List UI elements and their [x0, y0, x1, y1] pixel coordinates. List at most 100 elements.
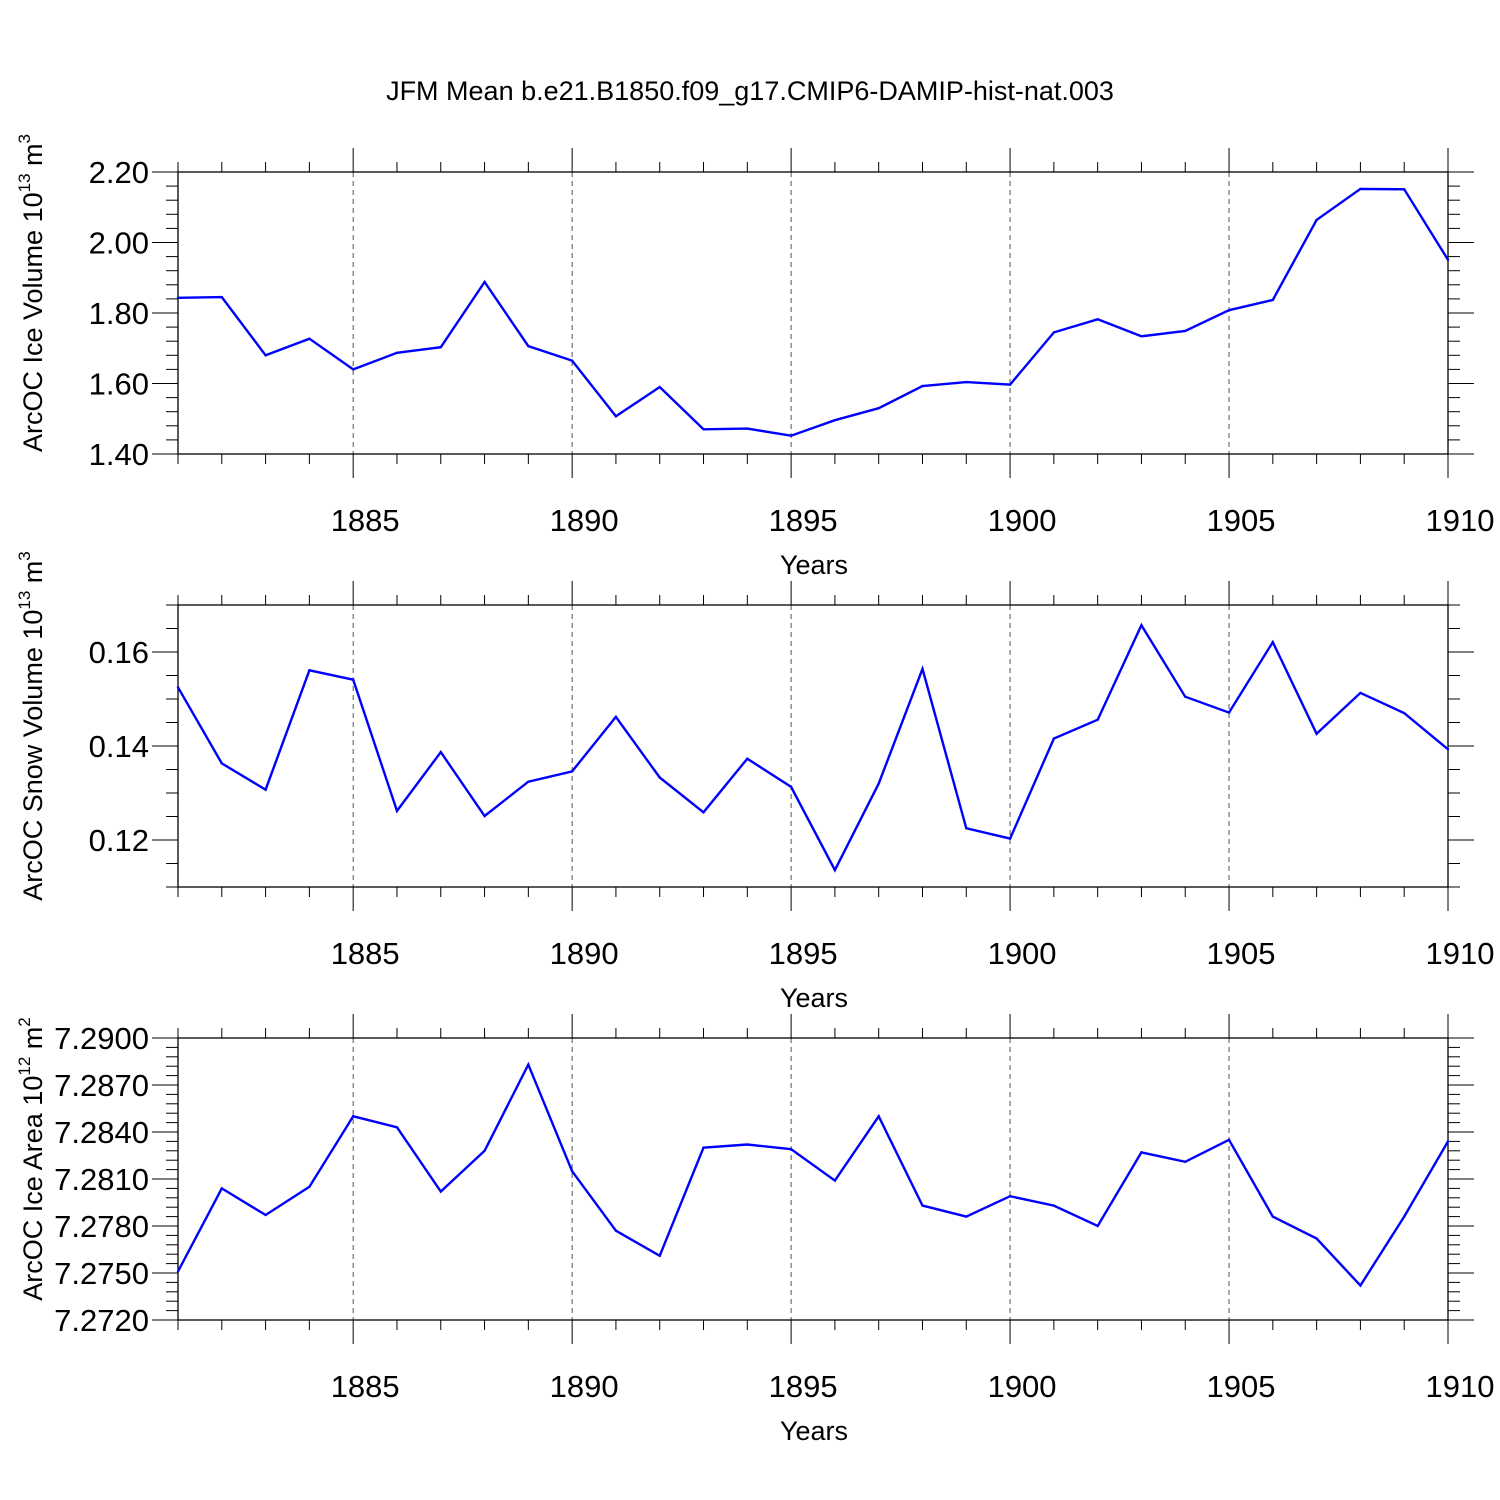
ice-area-data-point	[921, 1204, 924, 1207]
ice-volume-data-point	[1140, 335, 1143, 338]
ice-volume-data-point	[308, 337, 311, 340]
snow-volume-data-point	[614, 715, 618, 719]
ice-volume-panel: 1.40 1.60 1.80 2.00 2.20 1885 1890 1895 1900 1905…	[15, 134, 1494, 580]
snow-volume-data-point	[1271, 640, 1275, 644]
ice-volume-series-line	[177, 187, 1450, 437]
snow-volume-y-label-unit-m: m	[18, 561, 48, 591]
snow-volume-x-tick-label: 1895	[769, 936, 838, 971]
snow-volume-data-point	[1315, 732, 1318, 735]
ice-volume-data-point	[570, 359, 574, 362]
ice-area-x-tick-label: 1895	[769, 1369, 838, 1404]
snow-volume-data-point	[176, 686, 180, 689]
chart-title: JFM Mean b.e21.B1850.f09_g17.CMIP6-DAMIP…	[386, 76, 1114, 106]
snow-volume-data-point	[351, 678, 355, 681]
ice-area-data-point	[439, 1190, 442, 1193]
ice-area-y-tick-label: 7.2750	[54, 1256, 149, 1291]
ice-area-data-point	[658, 1254, 661, 1257]
ice-volume-data-point	[1052, 331, 1056, 334]
ice-area-y-label-unit-m: m	[18, 1027, 48, 1057]
ice-area-panel: 7.2720 7.2750 7.2780 7.2810 7.2840 7.2870 7.29…	[15, 1014, 1494, 1446]
ice-area-y-tick-label: 7.2900	[54, 1021, 149, 1056]
ice-volume-data-point	[264, 354, 267, 357]
snow-volume-data-point	[702, 811, 705, 814]
ice-volume-x-tick-label: 1895	[769, 503, 838, 538]
ice-volume-y-axis-label: ArcOC Ice Volume 1013 m3	[15, 134, 48, 452]
snow-volume-data-point	[570, 770, 574, 773]
ice-area-y-axis-label: ArcOC Ice Area 1012 m2	[15, 1017, 48, 1301]
snow-volume-data-point	[220, 762, 223, 765]
ice-area-plot-frame	[177, 1037, 1449, 1321]
ice-area-data-point	[1446, 1140, 1450, 1143]
ice-area-data-point	[351, 1115, 355, 1118]
snow-volume-x-axis-label: Years	[780, 983, 848, 1013]
ice-area-data-point	[483, 1149, 486, 1153]
ice-volume-data-point	[351, 368, 355, 371]
ice-area-x-tick-label: 1900	[988, 1369, 1057, 1404]
ice-area-y-tick-label: 7.2810	[54, 1162, 149, 1197]
ice-volume-y-label-unit-base: 10	[18, 192, 48, 222]
ice-area-y-label-unit-m-exp: 2	[15, 1017, 34, 1026]
snow-volume-data-point	[395, 809, 399, 813]
ice-volume-data-point	[395, 351, 399, 355]
snow-volume-x-tick-label: 1885	[331, 936, 400, 971]
ice-volume-data-point	[614, 415, 618, 418]
snow-volume-data-point	[833, 868, 837, 872]
ice-area-data-point	[1140, 1151, 1143, 1154]
snow-volume-x-tick-label: 1900	[988, 936, 1057, 971]
ice-area-data-point	[527, 1063, 530, 1066]
snow-volume-y-label-unit-exp: 13	[15, 591, 34, 610]
ice-volume-data-point	[1008, 383, 1012, 386]
ice-volume-data-point	[220, 295, 223, 299]
ice-volume-data-point	[1315, 218, 1318, 222]
ice-area-data-point	[877, 1115, 880, 1118]
ice-area-data-point	[965, 1215, 968, 1218]
snow-volume-y-label-unit-m-exp: 3	[15, 551, 34, 560]
ice-volume-data-point	[1446, 258, 1450, 261]
ice-area-data-point	[1227, 1138, 1231, 1142]
ice-area-y-label-text: ArcOC Ice Area	[18, 1106, 48, 1301]
ice-volume-y-tick-label: 1.40	[89, 437, 149, 472]
ice-area-y-label-unit-base: 10	[18, 1076, 48, 1106]
ice-area-x-tick-label: 1890	[550, 1369, 619, 1404]
snow-volume-data-point	[877, 782, 880, 785]
snow-volume-data-point	[1096, 718, 1099, 721]
ice-volume-y-tick-label: 2.20	[89, 155, 149, 190]
ice-volume-y-label-unit-m: m	[18, 143, 48, 173]
ice-area-y-tick-label: 7.2720	[54, 1303, 149, 1338]
snow-volume-data-point	[527, 780, 530, 783]
ice-volume-y-tick-label: 1.80	[89, 296, 149, 331]
snow-volume-data-point	[1008, 837, 1012, 840]
ice-volume-x-tick-label: 1905	[1207, 503, 1276, 538]
ice-volume-data-point	[176, 296, 180, 300]
snow-volume-data-point	[1227, 711, 1231, 714]
ice-area-data-point	[220, 1187, 223, 1190]
snow-volume-y-label-unit-base: 10	[18, 610, 48, 640]
ice-area-data-point	[1403, 1215, 1406, 1218]
ice-area-data-point	[746, 1143, 749, 1146]
ice-area-data-point	[833, 1179, 837, 1182]
ice-volume-data-point	[527, 344, 530, 348]
snow-volume-x-tick-label: 1910	[1426, 936, 1495, 971]
ice-area-data-point	[308, 1185, 311, 1189]
ice-area-data-point	[1184, 1160, 1187, 1163]
ice-volume-y-label-text: ArcOC Ice Volume	[18, 222, 48, 452]
ice-area-data-point	[1096, 1224, 1099, 1228]
snow-volume-data-point	[1359, 691, 1362, 695]
snow-volume-y-tick-label: 0.12	[89, 823, 149, 858]
ice-area-y-tick-label: 7.2840	[54, 1115, 149, 1150]
snow-volume-data-point	[746, 757, 749, 760]
snow-volume-y-axis-label: ArcOC Snow Volume 1013 m3	[15, 551, 48, 901]
snow-volume-data-point	[483, 814, 486, 818]
ice-area-data-point	[264, 1213, 267, 1217]
snow-volume-y-tick-label: 0.14	[89, 729, 149, 764]
ice-volume-data-point	[877, 406, 880, 410]
ice-area-y-tick-label: 7.2870	[54, 1068, 149, 1103]
ice-volume-x-tick-label: 1910	[1426, 503, 1495, 538]
snow-volume-y-label-text: ArcOC Snow Volume	[18, 640, 48, 901]
ice-volume-y-tick-label: 1.60	[89, 367, 149, 402]
ice-volume-data-point	[1359, 187, 1362, 191]
snow-volume-data-point	[308, 669, 311, 672]
snow-volume-data-point	[439, 750, 442, 754]
ice-volume-x-tick-label: 1885	[331, 503, 400, 538]
